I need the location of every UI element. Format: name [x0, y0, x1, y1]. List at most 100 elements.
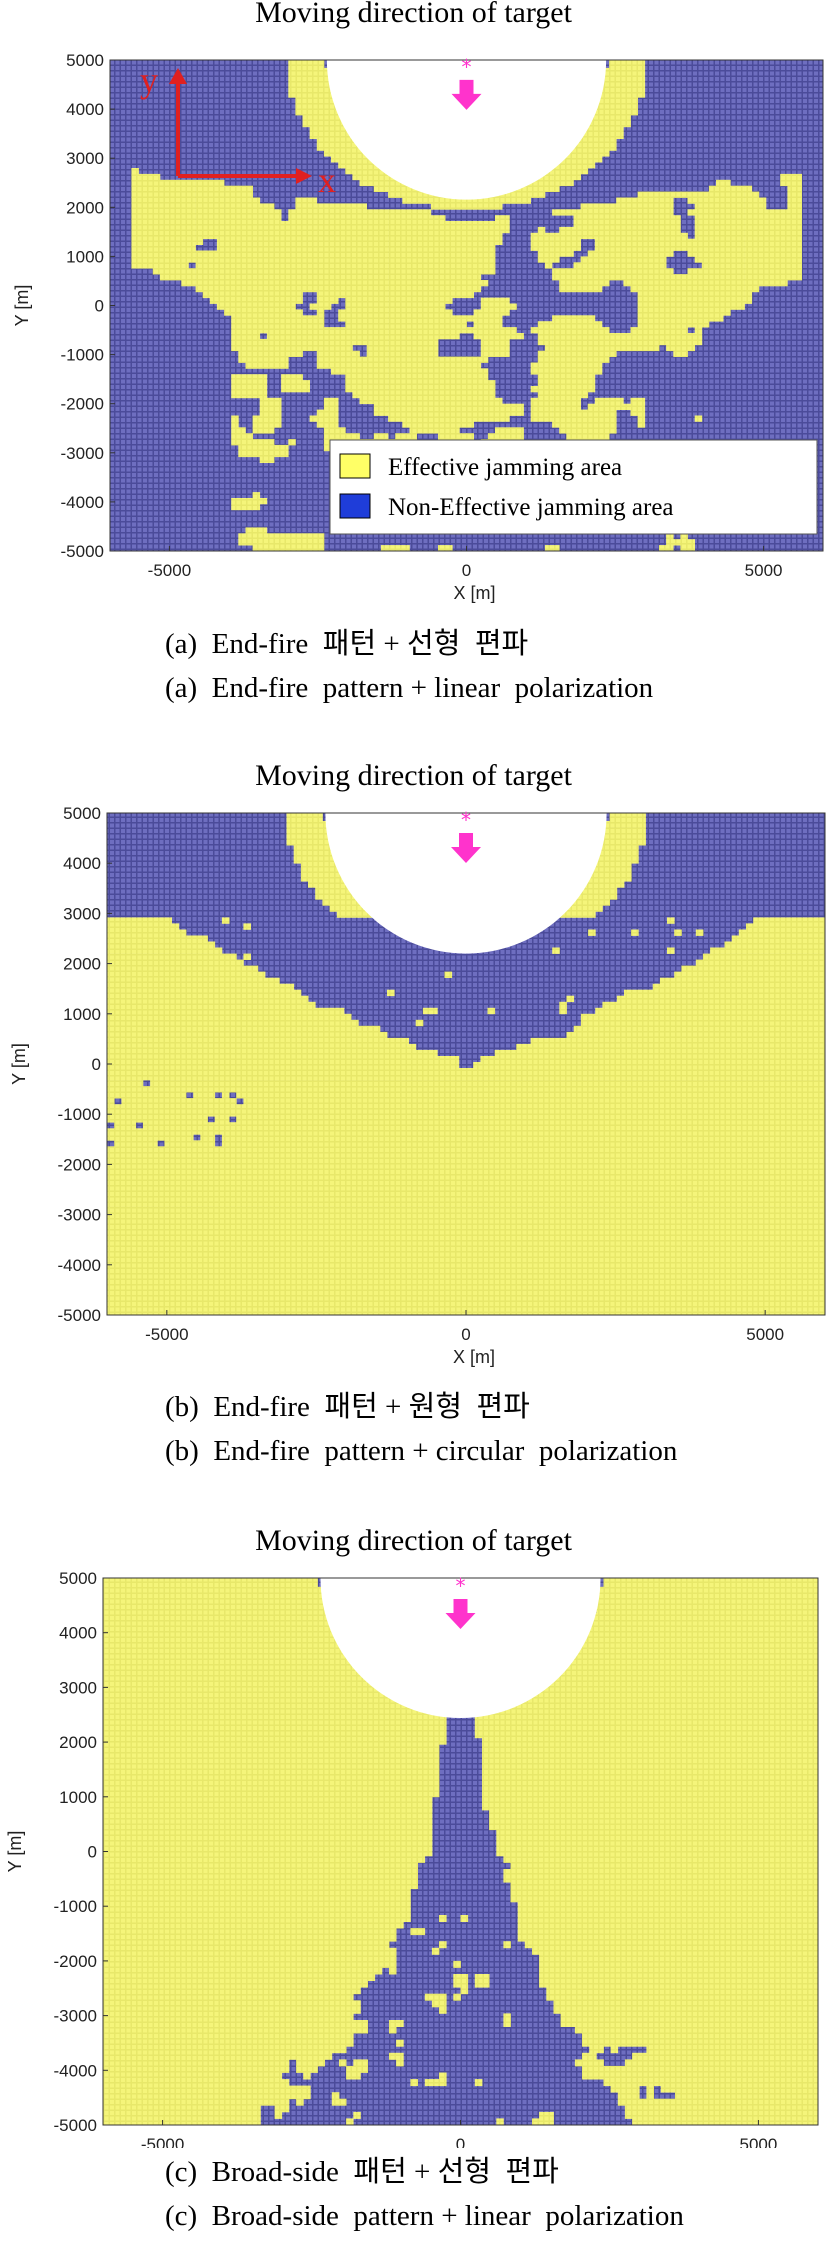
effective-cell — [408, 1248, 417, 1256]
effective-cell — [366, 285, 375, 293]
effective-cell — [345, 356, 353, 363]
effective-cell — [445, 221, 453, 228]
effective-cell — [716, 297, 724, 304]
effective-cell — [243, 1224, 251, 1231]
effective-cell — [659, 1278, 668, 1286]
effective-cell — [331, 421, 339, 428]
effective-cell — [128, 1254, 137, 1262]
effective-cell — [128, 1212, 137, 1219]
effective-cell — [159, 209, 168, 216]
effective-cell — [753, 1236, 761, 1244]
effective-cell — [744, 215, 753, 222]
effective-cell — [487, 1272, 496, 1280]
effective-cell — [265, 1303, 273, 1310]
effective-cell — [257, 1218, 266, 1225]
effective-cell — [259, 338, 268, 346]
effective-cell — [717, 1284, 725, 1292]
effective-cell — [444, 1303, 453, 1310]
effective-cell — [796, 1272, 804, 1280]
effective-cell — [695, 1242, 704, 1250]
effective-cell — [616, 73, 624, 80]
effective-cell — [142, 1224, 151, 1231]
effective-cell — [323, 250, 332, 257]
effective-cell — [422, 1248, 431, 1256]
effective-cell — [674, 1254, 682, 1262]
effective-cell — [602, 67, 610, 75]
effective-cell — [708, 203, 717, 210]
effective-cell — [274, 415, 282, 422]
effective-cell — [659, 244, 667, 251]
effective-cell — [229, 1248, 237, 1256]
effective-cell — [794, 226, 802, 234]
effective-cell — [245, 374, 253, 381]
effective-cell — [388, 280, 396, 287]
effective-cell — [430, 1260, 438, 1268]
effective-cell — [630, 333, 638, 340]
effective-cell — [245, 350, 253, 357]
effective-cell — [288, 226, 296, 234]
effective-cell — [630, 232, 638, 240]
effective-cell — [530, 327, 539, 334]
effective-cell — [352, 168, 360, 175]
effective-cell — [674, 1303, 682, 1310]
effective-cell — [416, 344, 425, 352]
effective-cell — [673, 315, 681, 322]
effective-cell — [345, 221, 353, 228]
effective-cell — [717, 1296, 725, 1304]
effective-cell — [753, 1272, 761, 1280]
effective-cell — [451, 1224, 460, 1231]
effective-cell — [438, 215, 446, 222]
effective-cell — [445, 333, 453, 340]
effective-cell — [595, 1272, 603, 1280]
effective-cell — [701, 191, 710, 198]
effective-cell — [128, 1303, 137, 1310]
effective-cell — [688, 1303, 697, 1310]
effective-cell — [380, 250, 389, 257]
effective-cell — [323, 209, 332, 216]
effective-cell — [673, 333, 681, 340]
effective-cell — [702, 1309, 711, 1315]
effective-cell — [602, 1278, 610, 1286]
effective-cell — [495, 297, 503, 304]
effective-cell — [451, 1272, 460, 1280]
effective-cell — [451, 1284, 460, 1292]
effective-cell — [730, 232, 738, 240]
effective-cell — [609, 397, 617, 405]
effective-cell — [616, 85, 624, 92]
effective-cell — [537, 1278, 546, 1286]
effective-cell — [494, 1212, 503, 1219]
effective-cell — [466, 244, 474, 251]
effective-cell — [231, 344, 239, 352]
effective-cell — [437, 1242, 445, 1250]
effective-cell — [181, 256, 189, 263]
effective-cell — [530, 1278, 539, 1286]
effective-cell — [178, 1206, 187, 1213]
effective-cell — [224, 256, 232, 263]
effective-cell — [473, 368, 482, 375]
effective-cell — [131, 209, 139, 216]
effective-cell — [573, 168, 581, 175]
effective-cell — [573, 338, 581, 346]
effective-cell — [466, 397, 474, 405]
heatmap-chart-a: 500040003000200010000-1000-2000-3000-400… — [12, 51, 824, 603]
effective-cell — [388, 268, 396, 275]
effective-cell — [265, 1248, 273, 1256]
effective-cell — [716, 226, 724, 234]
effective-cell — [345, 250, 353, 257]
effective-cell — [379, 1212, 388, 1219]
effective-cell — [302, 221, 310, 228]
effective-cell — [480, 356, 489, 363]
effective-cell — [602, 138, 610, 145]
effective-cell — [587, 433, 596, 440]
effective-cell — [458, 1309, 467, 1315]
effective-cell — [602, 397, 610, 405]
effective-cell — [316, 291, 325, 299]
effective-cell — [352, 297, 360, 304]
effective-cell — [236, 1260, 244, 1268]
effective-cell — [594, 338, 603, 346]
effective-cell — [236, 1218, 244, 1225]
effective-cell — [580, 1260, 589, 1268]
effective-cell — [587, 126, 596, 134]
effective-cell — [250, 1224, 259, 1231]
effective-cell — [723, 244, 731, 251]
